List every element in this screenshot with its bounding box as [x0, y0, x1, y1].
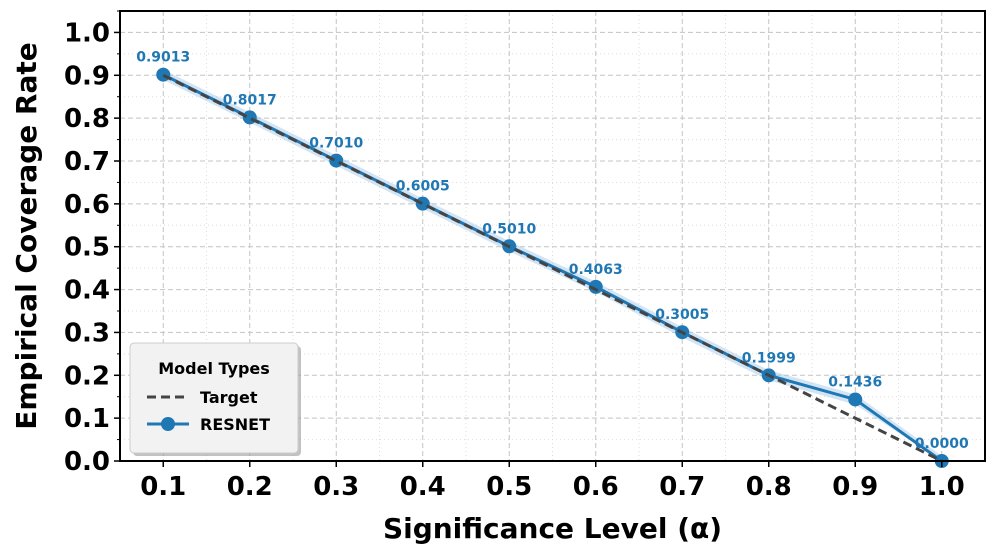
resnet-point	[588, 279, 603, 294]
data-label: 0.9013	[136, 50, 190, 66]
x-tick-label: 0.9	[832, 472, 878, 502]
y-tick-label: 1.0	[64, 18, 110, 48]
x-tick-label: 0.4	[400, 472, 446, 502]
x-tick-label: 0.7	[659, 472, 705, 502]
series-group	[156, 67, 949, 468]
data-label: 0.4063	[569, 262, 623, 278]
data-label: 0.0000	[915, 436, 969, 452]
y-tick-label: 0.4	[64, 276, 110, 306]
resnet-point	[415, 196, 430, 211]
legend: Model Types Target RESNET	[129, 342, 301, 456]
data-label: 0.8017	[223, 92, 277, 108]
x-tick-label: 0.6	[573, 472, 619, 502]
x-tick-label: 0.3	[313, 472, 359, 502]
axis-ticks: 0.1 0.2 0.3 0.4 0.5 0.6 0.7 0.8 0.9 1.0 0.0 0.1 0.2 0…	[64, 10, 965, 502]
data-label: 0.6005	[396, 179, 450, 195]
grid	[120, 10, 986, 462]
y-tick-label: 0.1	[64, 404, 110, 434]
x-tick-label: 0.2	[227, 472, 273, 502]
data-label: 0.5010	[482, 221, 536, 237]
data-label: 0.1999	[742, 350, 796, 366]
legend-resnet-label: RESNET	[200, 415, 270, 434]
data-label: 0.7010	[309, 136, 363, 152]
y-tick-label: 0.0	[64, 447, 110, 477]
legend-resnet-marker	[161, 417, 175, 431]
y-tick-label: 0.5	[64, 233, 110, 263]
y-tick-label: 0.8	[64, 104, 110, 134]
x-axis-title: Significance Level (α)	[383, 512, 722, 545]
y-tick-label: 0.2	[64, 361, 110, 391]
y-tick-label: 0.3	[64, 318, 110, 348]
resnet-point	[156, 67, 171, 82]
data-label: 0.3005	[655, 307, 709, 323]
y-tick-label: 0.9	[64, 61, 110, 91]
resnet-point	[848, 392, 863, 407]
legend-title: Model Types	[158, 359, 270, 378]
y-tick-label: 0.6	[64, 190, 110, 220]
x-tick-label: 0.5	[486, 472, 532, 502]
legend-target-label: Target	[200, 388, 258, 407]
resnet-point	[329, 153, 344, 168]
data-labels: 0.9013 0.8017 0.7010 0.6005 0.5010 0.4063 0.30…	[136, 50, 969, 452]
target-line	[162, 73, 943, 463]
resnet-point	[242, 110, 257, 125]
y-tick-label: 0.7	[64, 147, 110, 177]
data-label: 0.1436	[828, 374, 882, 390]
plot-frame	[119, 10, 986, 462]
x-tick-label: 1.0	[919, 472, 965, 502]
x-tick-label: 0.1	[140, 472, 186, 502]
y-axis-title: Empirical Coverage Rate	[10, 42, 43, 430]
x-tick-label: 0.8	[746, 472, 792, 502]
